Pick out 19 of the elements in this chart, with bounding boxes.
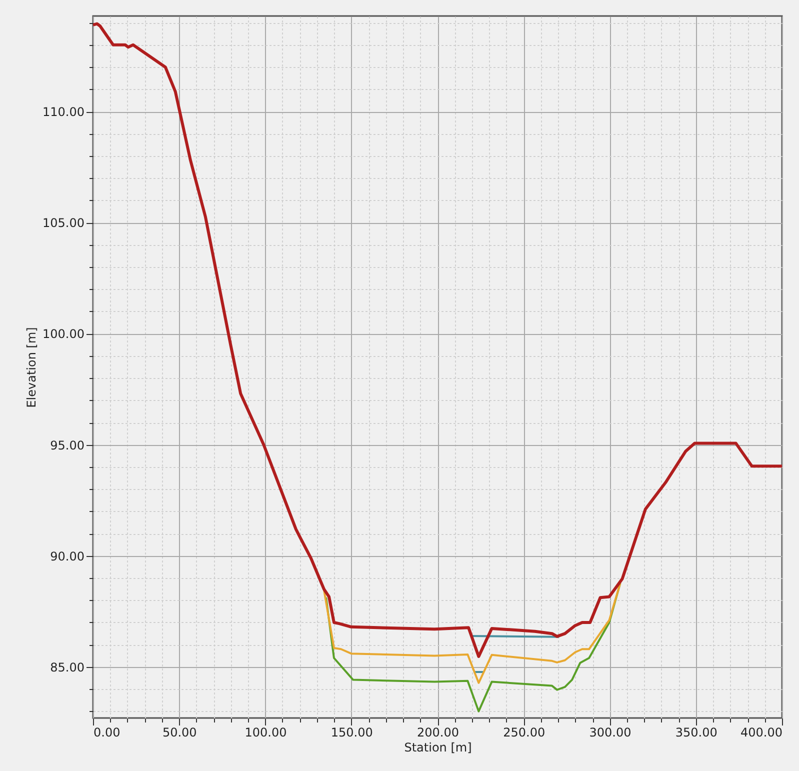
- y-tick-label: 90.00: [50, 549, 84, 564]
- y-tick-label: 95.00: [50, 438, 84, 452]
- x-tick-label: 150.00: [330, 726, 373, 740]
- line-series: [93, 22, 782, 658]
- y-tick-label: 105.00: [42, 216, 84, 230]
- x-tick-label: 50.00: [162, 726, 197, 740]
- x-axis-title: Station [m]: [404, 740, 472, 754]
- x-tick-label: 400.00: [740, 726, 782, 740]
- x-tick-label: 250.00: [503, 726, 546, 740]
- x-tick-label: 100.00: [244, 726, 287, 740]
- x-tick-label: 300.00: [589, 726, 632, 740]
- y-tick-label: 100.00: [42, 327, 84, 342]
- line-series: [322, 582, 622, 684]
- y-tick-label: 110.00: [42, 105, 84, 120]
- x-tick-label: 200.00: [417, 726, 459, 740]
- y-tick-label: 85.00: [50, 660, 84, 674]
- x-tick-label: 0.00: [94, 726, 120, 740]
- y-axis-title: Elevation [m]: [24, 327, 39, 408]
- x-tick-label: 350.00: [675, 726, 718, 740]
